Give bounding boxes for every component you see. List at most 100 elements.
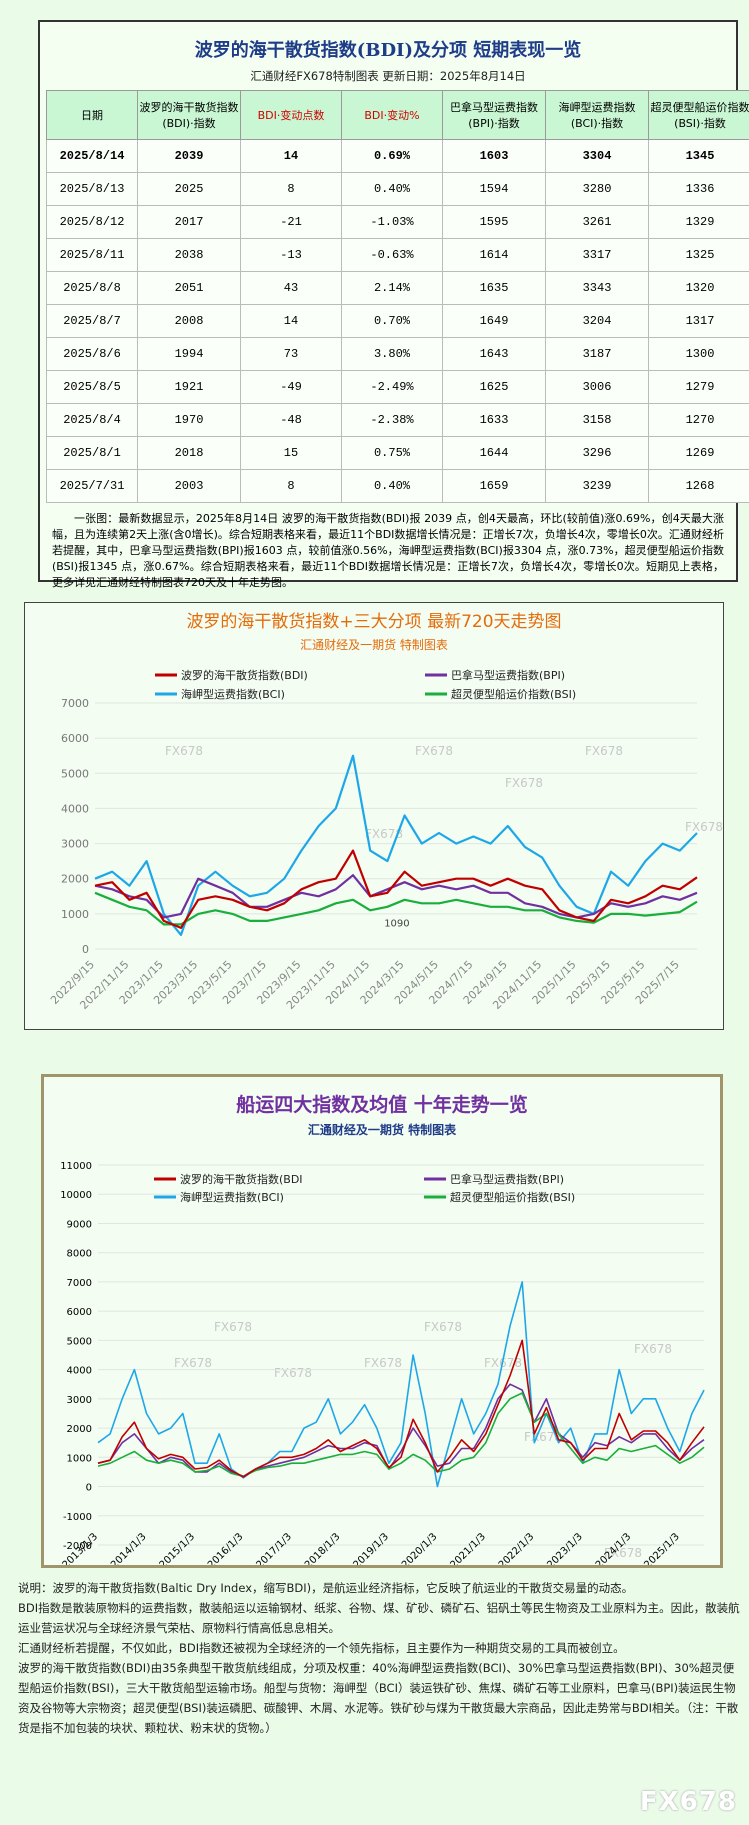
table-cell: -2.49% — [341, 370, 443, 404]
table-cell: 73 — [240, 337, 342, 371]
table-cell: 3343 — [545, 271, 649, 305]
legend-label: 海岬型运费指数(BCI) — [181, 687, 285, 701]
y-tick-label: 7000 — [67, 1278, 92, 1289]
legend-label: 波罗的海干散货指数(BDI — [180, 1172, 303, 1186]
table-row: 2025/7/31 2003 8 0.40% 1659 3239 1268 — [46, 469, 749, 503]
y-tick-label: -1000 — [63, 1512, 92, 1523]
y-tick-label: 0 — [86, 1483, 92, 1494]
table-cell: 3158 — [545, 403, 649, 437]
table-cell: 1595 — [442, 205, 546, 239]
x-tick-label: 2018/1/3 — [303, 1531, 343, 1565]
table-cell: 1635 — [442, 271, 546, 305]
table-cell: 2.14% — [341, 271, 443, 305]
series-line — [94, 874, 698, 919]
watermark: FX678 — [424, 1320, 462, 1334]
table-cell: -2.38% — [341, 403, 443, 437]
column-header: 日期 — [46, 90, 138, 140]
table-cell: 14 — [240, 304, 342, 338]
table-cell: 1603 — [442, 139, 546, 173]
annotation: 1090 — [384, 918, 409, 929]
y-tick-label: 5000 — [67, 1336, 92, 1347]
watermark: FX678 — [364, 1356, 402, 1370]
table-cell: 2039 — [137, 139, 241, 173]
table-cell: 2025/8/14 — [46, 139, 138, 173]
legend-label: 波罗的海干散货指数(BDI) — [181, 668, 308, 682]
table-cell: 3187 — [545, 337, 649, 371]
logo: FX678 — [639, 1787, 737, 1817]
y-tick-label: -2000 — [63, 1541, 92, 1552]
table-cell: 3006 — [545, 370, 649, 404]
y-tick-label: 2000 — [67, 1424, 92, 1435]
watermark: FX678 — [174, 1356, 212, 1370]
table-cell: 8 — [240, 172, 342, 206]
table-cell: 2025/8/4 — [46, 403, 138, 437]
table-cell: 1345 — [648, 139, 749, 173]
table-cell: 2018 — [137, 436, 241, 470]
table-row: 2025/8/5 1921 -49 -2.49% 1625 3006 1279 — [46, 370, 749, 404]
table-cell: 1633 — [442, 403, 546, 437]
table-cell: 2025/8/8 — [46, 271, 138, 305]
watermark: FX678 — [634, 1342, 672, 1356]
x-tick-label: 2021/1/3 — [448, 1531, 488, 1565]
column-header: BDI·变动% — [341, 90, 443, 140]
x-tick-label: 2023/1/3 — [545, 1531, 585, 1565]
table-cell: 2051 — [137, 271, 241, 305]
table-cell: 3317 — [545, 238, 649, 272]
table-row: 2025/8/7 2008 14 0.70% 1649 3204 1317 — [46, 304, 749, 338]
y-tick-label: 3000 — [61, 838, 89, 851]
table-row: 2025/8/14 2039 14 0.69% 1603 3304 1345 — [46, 139, 749, 173]
x-tick-label: 2017/1/3 — [254, 1531, 294, 1565]
watermark: FX678 — [214, 1320, 252, 1334]
y-tick-label: 6000 — [67, 1307, 92, 1318]
y-tick-label: 9000 — [67, 1219, 92, 1230]
summary: 一张图：最新数据显示，2025年8月14日 波罗的海干散货指数(BDI)报 20… — [52, 512, 725, 589]
column-header: 波罗的海干散货指数(BDI)·指数 — [137, 90, 241, 140]
legend-label: 超灵便型船运价指数(BSI) — [450, 1190, 575, 1204]
table-cell: 1970 — [137, 403, 241, 437]
table-cell: 1594 — [442, 172, 546, 206]
table-cell: 1320 — [648, 271, 749, 305]
watermark: FX678 — [585, 744, 623, 758]
table-cell: 3.80% — [341, 337, 443, 371]
table-cell: 8 — [240, 469, 342, 503]
x-tick-label: 2022/1/3 — [497, 1531, 537, 1565]
table-row: 2025/8/13 2025 8 0.40% 1594 3280 1336 — [46, 172, 749, 206]
table-cell: 15 — [240, 436, 342, 470]
y-tick-label: 7000 — [61, 697, 89, 710]
data-table: 日期 波罗的海干散货指数(BDI)·指数 BDI·变动点数 BDI·变动% 巴拿马型运费… — [46, 90, 749, 503]
table-cell: 1336 — [648, 172, 749, 206]
table-cell: 3304 — [545, 139, 649, 173]
chart-title: 船运四大指数及均值 十年走势一览 — [236, 1093, 528, 1116]
series-line — [97, 1339, 705, 1478]
table-cell: 2025/8/13 — [46, 172, 138, 206]
table-cell: -21 — [240, 205, 342, 239]
table-row: 2025/8/4 1970 -48 -2.38% 1633 3158 1270 — [46, 403, 749, 437]
table-cell: 3296 — [545, 436, 649, 470]
table-cell: 1643 — [442, 337, 546, 371]
legend-label: 海岬型运费指数(BCI) — [180, 1190, 284, 1204]
column-header: 超灵便型船运价指数(BSI)·指数 — [648, 90, 749, 140]
table-cell: 1614 — [442, 238, 546, 272]
legend-label: 超灵便型船运价指数(BSI) — [451, 687, 576, 701]
table-cell: 2017 — [137, 205, 241, 239]
y-tick-label: 10000 — [60, 1190, 92, 1201]
table-cell: 2003 — [137, 469, 241, 503]
table-cell: 1921 — [137, 370, 241, 404]
table-cell: 2008 — [137, 304, 241, 338]
series-line — [97, 1392, 705, 1478]
chart-subtitle: 汇通财经及一期货 特制图表 — [300, 637, 448, 652]
table-cell: 1644 — [442, 436, 546, 470]
table-cell: 2025/7/31 — [46, 469, 138, 503]
table-cell: 1300 — [648, 337, 749, 371]
chart-panel: 波罗的海干散货指数+三大分项 最新720天走势图 汇通财经及一期货 特制图表 FX6… — [24, 602, 724, 1030]
table-cell: 1994 — [137, 337, 241, 371]
watermark: FX678 — [274, 1366, 312, 1380]
table-cell: 3280 — [545, 172, 649, 206]
table-cell: 2025/8/7 — [46, 304, 138, 338]
watermark: FX678 — [165, 744, 203, 758]
note: 波罗的海干散货指数(BDI)由35条典型干散货航线组成，分项及权重：40%海岬型… — [18, 1661, 739, 1735]
y-tick-label: 11000 — [60, 1161, 92, 1172]
table-cell: 0.75% — [341, 436, 443, 470]
